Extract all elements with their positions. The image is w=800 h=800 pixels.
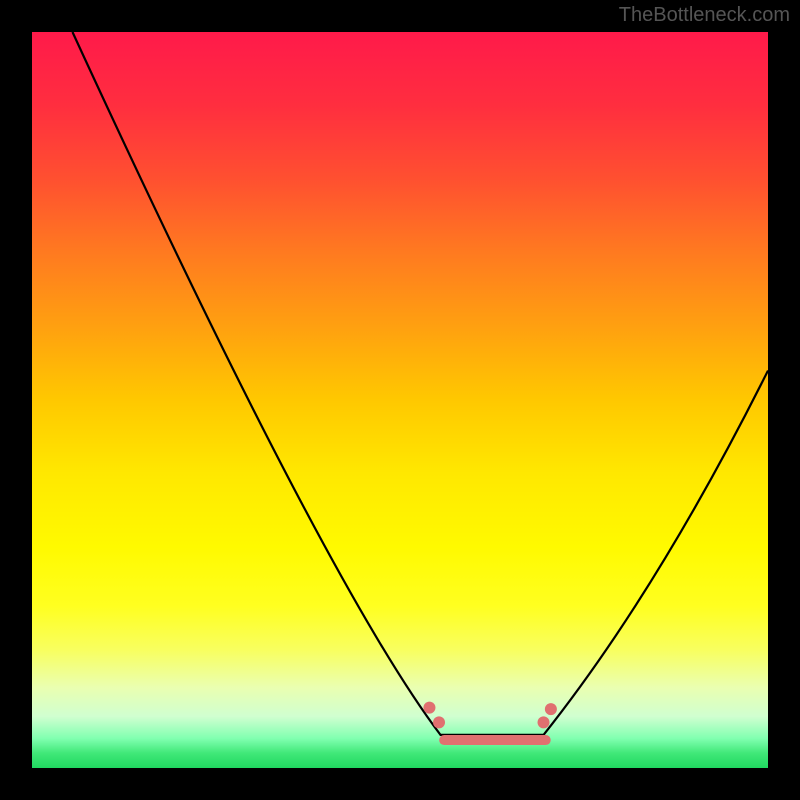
marker-dot <box>545 703 557 715</box>
curve-layer <box>32 32 768 768</box>
bottleneck-curve <box>72 32 768 735</box>
attribution-text: TheBottleneck.com <box>619 4 790 27</box>
marker-dot <box>433 716 445 728</box>
marker-dot <box>423 702 435 714</box>
chart-container: TheBottleneck.com <box>0 0 800 800</box>
marker-dot <box>538 716 550 728</box>
plot-area <box>32 32 768 768</box>
